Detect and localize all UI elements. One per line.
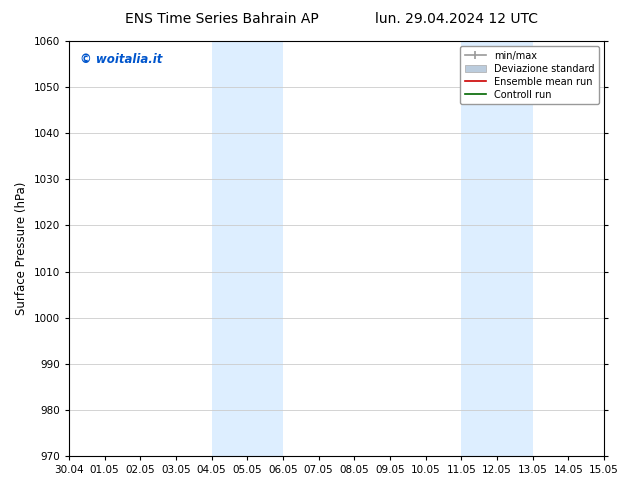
Text: © woitalia.it: © woitalia.it xyxy=(79,53,162,67)
Text: ENS Time Series Bahrain AP: ENS Time Series Bahrain AP xyxy=(125,12,319,26)
Bar xyxy=(212,41,283,456)
Y-axis label: Surface Pressure (hPa): Surface Pressure (hPa) xyxy=(15,182,28,315)
Legend: min/max, Deviazione standard, Ensemble mean run, Controll run: min/max, Deviazione standard, Ensemble m… xyxy=(460,46,599,104)
Text: lun. 29.04.2024 12 UTC: lun. 29.04.2024 12 UTC xyxy=(375,12,538,26)
Bar xyxy=(462,41,533,456)
